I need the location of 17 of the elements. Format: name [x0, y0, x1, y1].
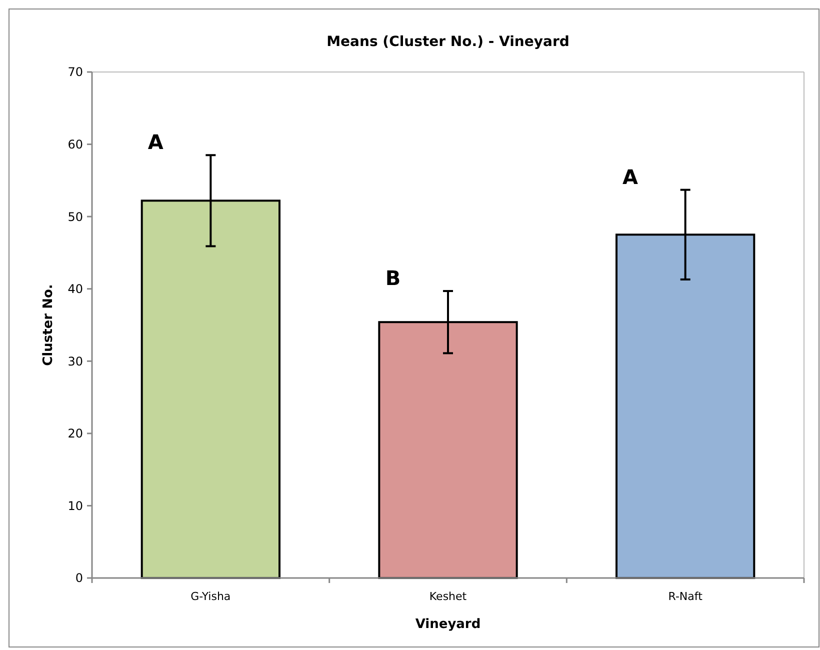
y-tick-label: 40: [68, 282, 83, 296]
x-axis-title: Vineyard: [415, 617, 481, 632]
y-tick-label: 30: [68, 354, 83, 368]
y-axis-title: Cluster No.: [41, 284, 56, 366]
y-tick-label: 60: [68, 137, 83, 152]
x-tick-label: R-Naft: [668, 590, 704, 603]
annotation: A: [622, 164, 639, 189]
y-tick-label: 20: [68, 426, 83, 441]
x-tick-label: G-Yisha: [190, 590, 231, 603]
x-tick-label: Keshet: [429, 590, 468, 603]
annotation: A: [148, 130, 164, 154]
y-tick-label: 50: [68, 210, 83, 224]
y-tick-label: 0: [75, 571, 83, 586]
chart-title: Means (Cluster No.) - Vineyard: [326, 34, 570, 50]
annotation: B: [385, 266, 401, 290]
y-tick-label: 10: [68, 498, 83, 513]
y-tick-label: 70: [68, 65, 83, 80]
